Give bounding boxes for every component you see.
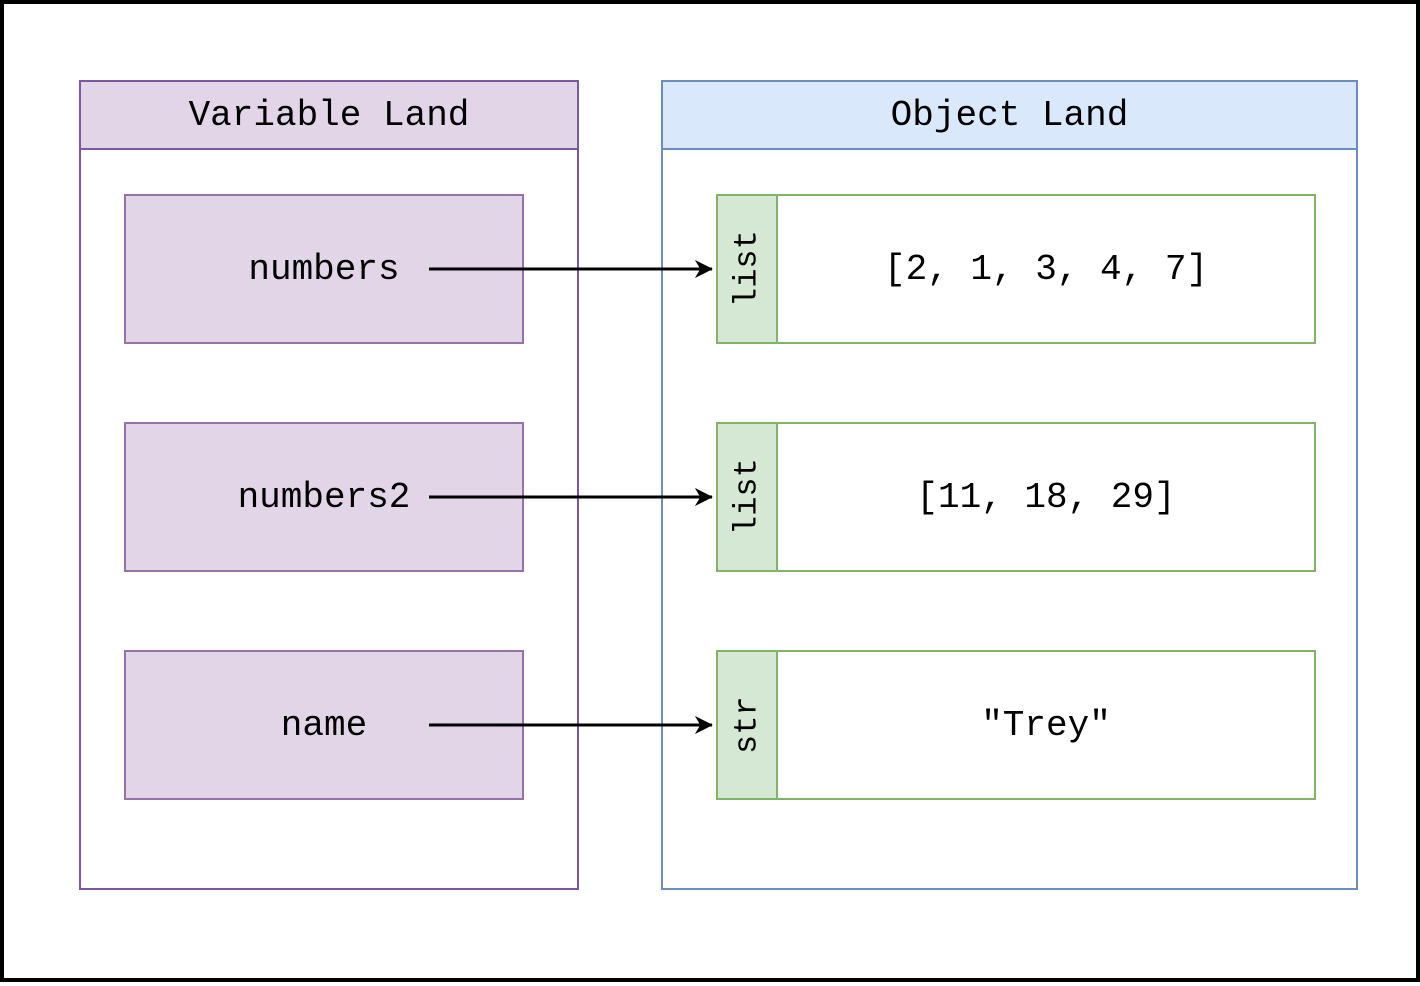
- object-type-label: list: [718, 424, 778, 570]
- object-type-label: list: [718, 196, 778, 342]
- object-type-label: str: [718, 652, 778, 798]
- diagram-canvas: Variable Land Object Land numbers number…: [0, 0, 1420, 982]
- object-box: list [11, 18, 29]: [716, 422, 1316, 572]
- variable-label: numbers: [248, 249, 399, 290]
- variable-land-title: Variable Land: [81, 82, 577, 150]
- variable-label: name: [281, 705, 367, 746]
- variable-box: numbers2: [124, 422, 524, 572]
- object-box: list [2, 1, 3, 4, 7]: [716, 194, 1316, 344]
- object-value: [11, 18, 29]: [778, 424, 1314, 570]
- object-value: "Trey": [778, 652, 1314, 798]
- variable-box: numbers: [124, 194, 524, 344]
- variable-box: name: [124, 650, 524, 800]
- object-box: str "Trey": [716, 650, 1316, 800]
- object-land-title: Object Land: [663, 82, 1356, 150]
- variable-label: numbers2: [238, 477, 411, 518]
- object-value: [2, 1, 3, 4, 7]: [778, 196, 1314, 342]
